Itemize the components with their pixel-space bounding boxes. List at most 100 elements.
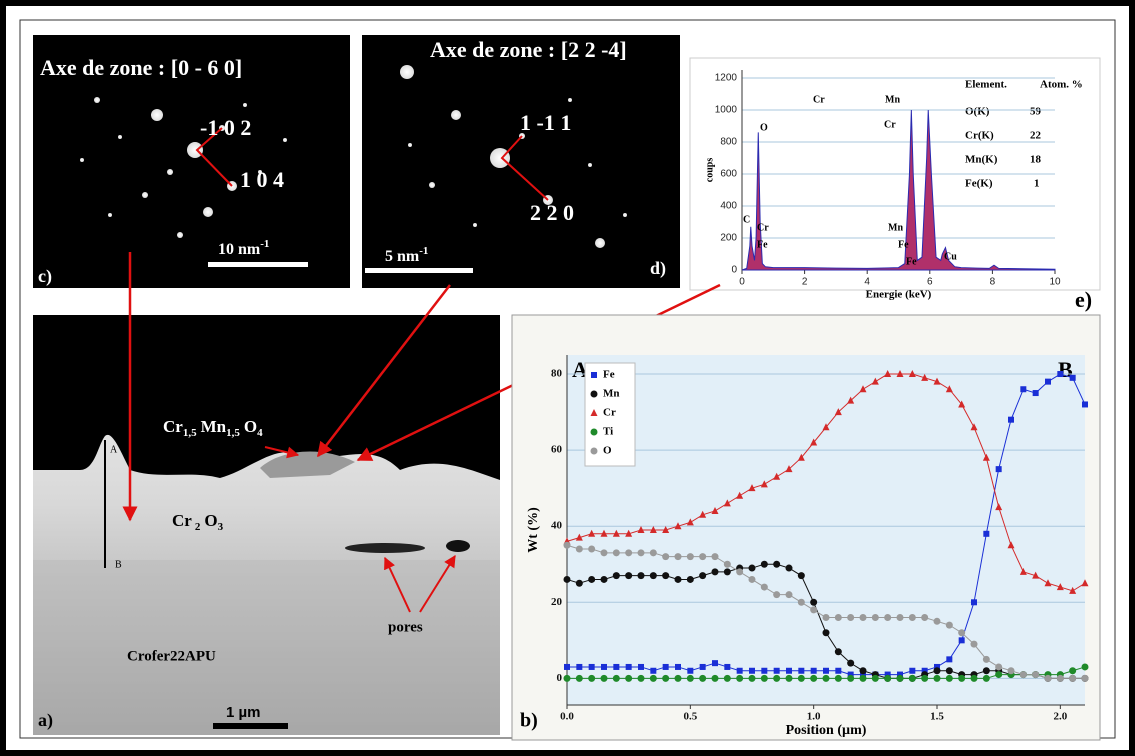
- point: [674, 553, 682, 561]
- point: [1069, 667, 1077, 675]
- point: [612, 549, 620, 557]
- point: [649, 526, 657, 533]
- point: [723, 499, 731, 507]
- panel-c: Axe de zone : [0 - 6 0] -1 0 2 1 0 4 10 …: [33, 35, 350, 288]
- point: [822, 423, 830, 431]
- point: [945, 667, 953, 675]
- point: [736, 667, 743, 674]
- x-tick-label: 4: [864, 277, 870, 288]
- point: [1032, 671, 1040, 679]
- point: [785, 674, 793, 682]
- point: [601, 663, 607, 670]
- y-axis-title: Wt (%): [526, 507, 541, 553]
- point: [909, 667, 916, 674]
- point: [945, 621, 953, 629]
- point: [958, 629, 966, 637]
- y-tick-label: 60: [551, 444, 563, 456]
- point: [1069, 674, 1077, 682]
- point: [859, 674, 867, 682]
- point: [945, 674, 953, 682]
- subscript: 3: [218, 521, 224, 533]
- point: [711, 506, 719, 514]
- table-cell: 18: [1030, 154, 1042, 166]
- point: [1044, 674, 1052, 682]
- y-tick-label: 40: [551, 520, 563, 532]
- peak-label: Fe: [898, 239, 909, 250]
- point: [773, 674, 781, 682]
- x-axis-title: Position (µm): [786, 723, 867, 738]
- legend-label: O: [603, 445, 612, 457]
- point: [773, 472, 781, 480]
- point: [908, 370, 916, 378]
- point: [637, 572, 645, 580]
- point: [686, 575, 694, 583]
- point: [847, 671, 854, 678]
- x-tick-label: 8: [990, 277, 996, 288]
- legend-label: Cr: [603, 407, 616, 419]
- subscript: 2: [195, 521, 201, 533]
- y-tick-label: 200: [720, 233, 737, 244]
- point: [1044, 579, 1052, 587]
- panel-label: b): [520, 710, 538, 732]
- point: [625, 663, 632, 670]
- point: [810, 606, 818, 614]
- arrow: [384, 556, 411, 613]
- peak-label: C: [743, 214, 750, 225]
- legend-marker: [590, 428, 598, 436]
- subscript: 1,5: [226, 427, 240, 439]
- point: [884, 674, 892, 682]
- point: [1081, 579, 1089, 587]
- point: [1069, 586, 1077, 594]
- point: [871, 377, 879, 385]
- point: [760, 560, 768, 568]
- point: [699, 510, 707, 518]
- element: Mn: [201, 417, 227, 436]
- point: [711, 568, 719, 576]
- point: [674, 522, 682, 530]
- x-axis-title: Energie (keV): [866, 289, 932, 301]
- element: O: [244, 417, 257, 436]
- x-tick-label: 1.5: [930, 711, 944, 723]
- point: [749, 667, 755, 674]
- panel-label: c): [38, 266, 52, 287]
- point: [884, 671, 891, 678]
- point: [896, 370, 904, 378]
- y-tick-label: 1000: [715, 105, 738, 116]
- x-tick-label: 0.5: [683, 711, 697, 723]
- point: [834, 614, 842, 621]
- table-cell: O(K): [965, 106, 990, 118]
- point: [563, 541, 571, 549]
- point: [686, 518, 694, 526]
- point: [958, 674, 966, 682]
- panel-label: a): [38, 710, 53, 731]
- peak-label: Cr: [884, 119, 896, 130]
- spot-label: -1 0 2: [200, 115, 251, 140]
- point: [1082, 401, 1088, 408]
- point: [822, 614, 830, 621]
- point: [933, 667, 941, 675]
- point: [897, 671, 903, 678]
- point: [995, 503, 1003, 511]
- point: [970, 640, 978, 648]
- arrow: [264, 446, 300, 459]
- element: Cr: [163, 417, 183, 436]
- point: [588, 545, 596, 553]
- scale-text: 5 nm: [385, 248, 420, 265]
- point: [797, 674, 805, 682]
- diffraction-image: [33, 35, 350, 288]
- point: [711, 553, 719, 561]
- point: [786, 667, 792, 674]
- pore: [345, 543, 425, 553]
- point: [982, 655, 990, 663]
- point: [921, 373, 929, 381]
- point: [797, 453, 805, 461]
- table-cell: 1: [1034, 178, 1040, 190]
- spinel-label: Cr1,5 Mn1,5 O4: [163, 417, 263, 439]
- point: [773, 667, 780, 674]
- point: [921, 614, 929, 621]
- y-tick-label: 400: [720, 201, 737, 212]
- point: [1032, 571, 1040, 579]
- y-tick-label: 0: [731, 265, 737, 276]
- vectors: [500, 135, 549, 201]
- point: [884, 614, 892, 621]
